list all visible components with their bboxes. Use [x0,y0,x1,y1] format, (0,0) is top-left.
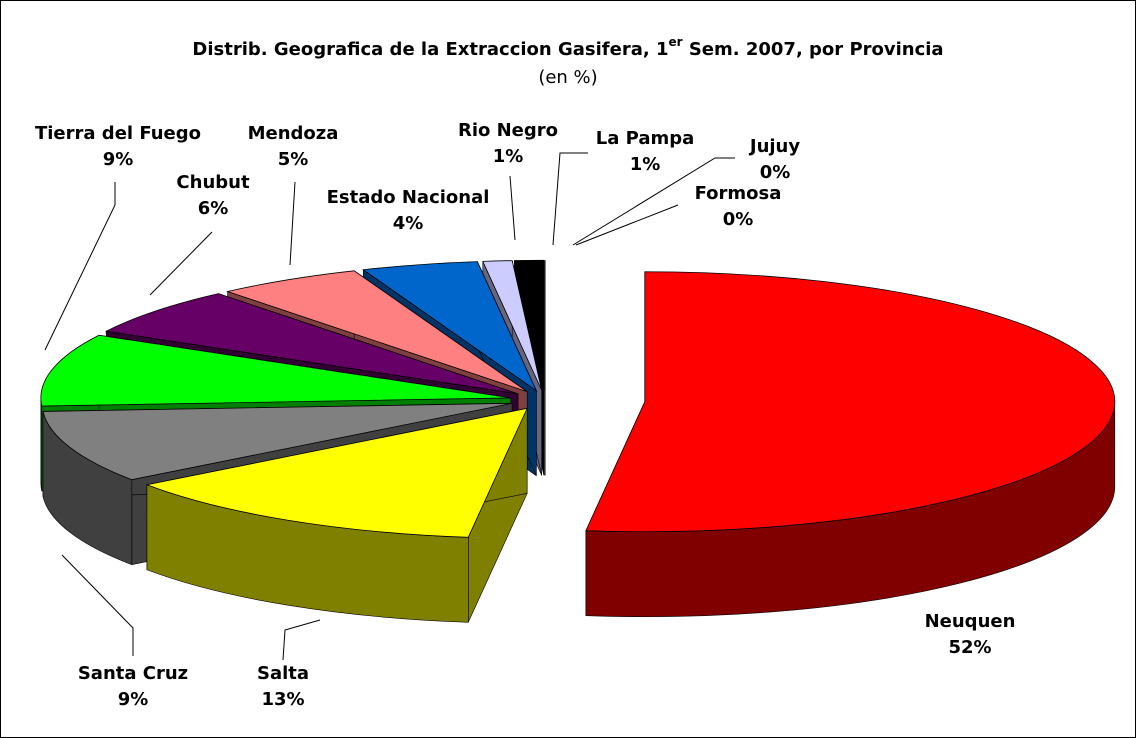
slice-top [482,260,543,391]
leader-line [61,554,134,656]
leader-line [282,619,321,661]
slice-label: Formosa [695,183,782,204]
slice-top [226,270,528,393]
leader-line [509,175,516,241]
slice-label: Estado Nacional [327,187,490,208]
slice-top [362,261,538,392]
slice-label: Santa Cruz [78,663,188,684]
slice-label: Tierra del Fuego [35,123,201,144]
slice-value-label: 0% [723,209,754,230]
slice-value-label: 52% [948,637,991,658]
slice-top [145,407,528,538]
leader-line [149,231,213,296]
title-part: Sem. 2007, por Provincia [683,39,944,60]
slice-label: Mendoza [248,123,339,144]
leader-line [44,182,116,351]
slice-value-label: 13% [261,689,304,710]
pie [40,259,1116,623]
chart-subtitle: (en %) [538,67,597,88]
slice-top [42,402,513,481]
slice-label: Neuquen [925,611,1016,632]
slice-value-label: 0% [760,162,791,183]
slice-label: La Pampa [596,128,695,149]
leader-line [575,204,679,246]
leader-line [552,152,588,246]
slice-label: Jujuy [748,136,800,157]
title-sup: er [668,35,682,49]
slice-label: Salta [257,663,309,684]
slice-label: Rio Negro [458,120,558,141]
slice-value-label: 4% [393,213,424,234]
slice-side [40,397,43,492]
slice-top [513,259,545,391]
slice-top [585,271,1116,533]
leader-line [289,181,296,266]
slice-top [104,293,519,395]
slice-value-label: 1% [493,146,524,167]
title-part: Distrib. Geografica de la Extraccion Gas… [192,39,668,60]
leader-line [572,157,735,246]
labels: Neuquen 52% Salta 13% Santa Cruz 9% Tierra del… [35,120,1015,710]
slice-value-label: 6% [198,198,229,219]
slice-top [40,334,511,407]
slice-label: Chubut [176,172,250,193]
chart-title: Distrib. Geografica de la Extraccion Gas… [192,35,943,61]
slice-value-label: 1% [630,154,661,175]
slice-value-label: 9% [118,689,149,710]
slice-value-label: 9% [103,149,134,170]
slice-value-label: 5% [278,149,309,170]
